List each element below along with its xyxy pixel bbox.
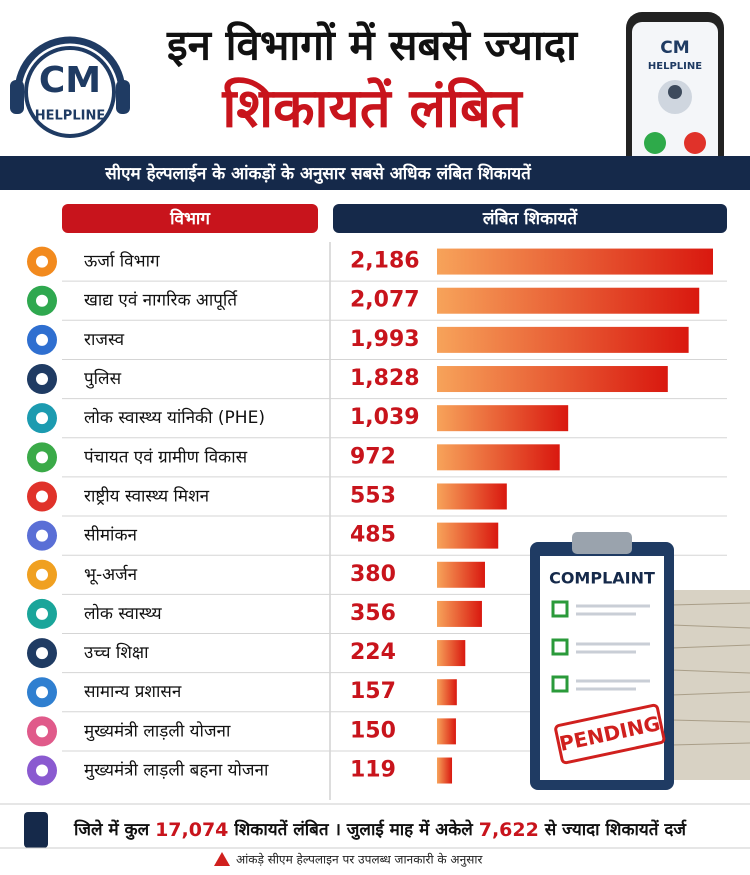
warning-icon [214,852,230,866]
value-label: 1,039 [350,405,420,430]
category-icon-inner [36,764,48,777]
category-label: राष्ट्रीय स्वास्थ्य मिशन [84,485,210,506]
bar [437,405,569,432]
bar [437,522,499,549]
category-icon-inner [36,451,48,464]
category-label: ऊर्जा विभाग [84,251,160,272]
value-label: 356 [350,601,396,626]
clipboard-title: COMPLAINT [549,569,655,588]
category-label: पुलिस [84,368,122,389]
bar [437,757,453,784]
bar [437,600,482,627]
value-label: 2,077 [350,288,420,313]
category-label: सामान्य प्रशासन [84,682,182,702]
value-label: 553 [350,483,396,508]
footer-icon [24,812,48,848]
category-label: भू-अर्जन [84,564,138,585]
footer-text: जिले में कुल [73,819,151,840]
bar [437,640,466,667]
illustration: COMPLAINT PENDING [530,532,750,790]
value-label: 119 [350,758,396,783]
category-icon-inner [36,490,48,503]
phone-text: HELPLINE [648,61,702,72]
bar [437,248,713,275]
category-label: लोक स्वास्थ्य यांनिकी (PHE) [84,407,265,428]
value-label: 157 [350,679,396,704]
bar [437,679,457,706]
value-label: 1,993 [350,327,420,352]
logo-text: CM [39,60,101,101]
bar [437,561,485,588]
logo-text: HELPLINE [35,109,105,124]
category-label: लोक स्वास्थ्य [84,603,163,624]
category-icon-inner [36,568,48,581]
category-label: राजस्व [84,330,125,350]
bar [437,326,689,353]
footer-number: 7,622 [479,819,539,841]
logo: CM HELPLINE [10,36,130,138]
value-label: 2,186 [350,249,420,274]
value-label: 380 [350,562,396,587]
column-header [333,204,727,233]
subtitle: सीएम हेल्पलाईन के आंकड़ों के अनुसार सबसे… [104,163,532,184]
bar [437,444,560,471]
footer-note: आंकड़े सीएम हेल्पलाइन पर उपलब्ध जानकारी … [236,853,483,868]
phone: CM HELPLINE [626,12,724,188]
category-label: उच्च शिक्षा [84,642,149,663]
bar [437,718,456,745]
value-label: 1,828 [350,366,420,391]
footer-text: से ज्यादा शिकायतें दर्ज [544,819,688,840]
category-icon-inner [36,333,48,346]
value-label: 972 [350,444,396,469]
footer-number: 17,074 [155,819,228,841]
rows: ऊर्जा विभाग 2,186 खाद्य एवं नागरिक आपूर्ति… [27,246,727,786]
value-label: 485 [350,523,396,548]
category-icon-inner [36,255,48,268]
category-icon-inner [36,373,48,386]
title: शिकायतें लंबित [221,77,523,140]
column-header [62,204,318,233]
bar [437,483,507,510]
footer-summary: जिले में कुल 17,074 शिकायतें लंबित । जुल… [73,819,687,841]
category-label: सीमांकन [84,525,138,546]
value-label: 150 [350,718,396,743]
category-label: पंचायत एवं ग्रामीण विकास [84,446,248,467]
footer-text: शिकायतें लंबित । जुलाई माह में अकेले [233,819,474,840]
category-icon-inner [36,412,48,425]
category-label: मुख्यमंत्री लाड़ली बहना योजना [84,760,269,781]
category-label: खाद्य एवं नागरिक आपूर्ति [84,290,238,311]
category-icon-inner [36,647,48,660]
category-icon-inner [36,294,48,307]
subtitle-band [0,156,750,190]
category-icon-inner [36,686,48,699]
column-header-text: विभाग [169,208,211,229]
category-icon-inner [36,529,48,542]
column-header-text: लंबित शिकायतें [482,208,579,229]
category-icon-inner [36,725,48,738]
bar [437,287,700,314]
value-label: 224 [350,640,396,665]
phone-text: CM [660,38,689,58]
bar [437,366,668,393]
title: इन विभागों में सबसे ज्यादा [166,21,579,70]
category-label: मुख्यमंत्री लाड़ली योजना [84,720,231,741]
category-icon-inner [36,607,48,620]
